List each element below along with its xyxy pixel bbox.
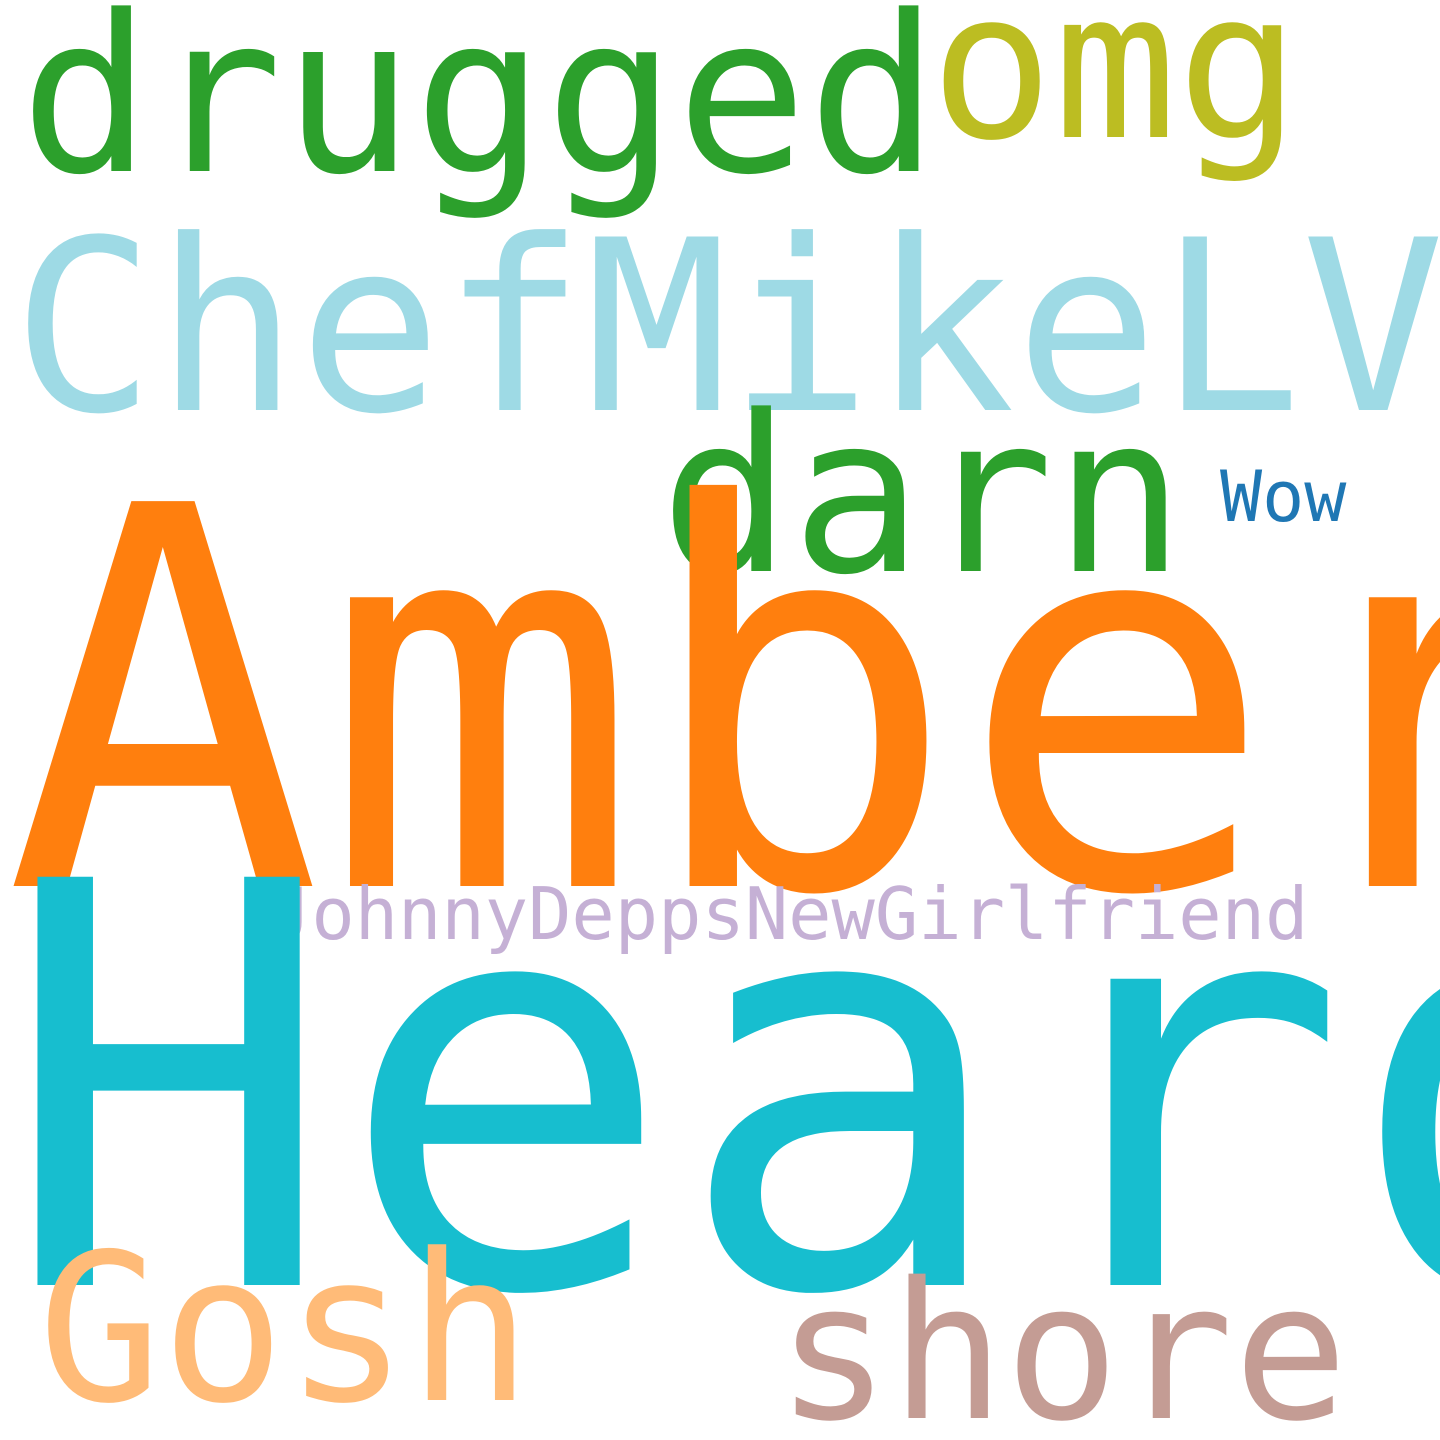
word-amber: Amber	[4, 396, 1440, 1011]
word-drugged: drugged	[20, 0, 939, 223]
word-wow: Wow	[1220, 456, 1347, 538]
word-gosh: Gosh	[38, 1211, 532, 1440]
word-johnnydeppsnewgirlfriend: JohnnyDeppsNewGirlfriend	[268, 872, 1309, 956]
word-chefmikelv: ChefMikeLV	[12, 190, 1440, 467]
word-shore: shore	[776, 1242, 1348, 1440]
word-darn: darn	[660, 370, 1185, 623]
word-omg: omg	[930, 0, 1301, 186]
word-heard: Heard	[0, 766, 1440, 1418]
